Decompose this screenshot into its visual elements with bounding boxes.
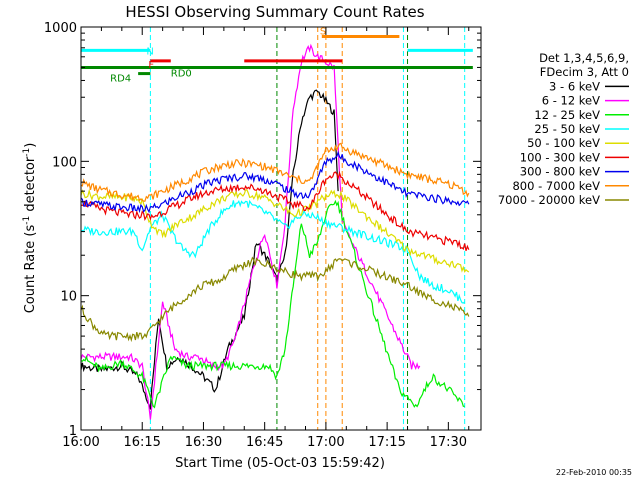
x-tick-label-2: 16:30 [185, 435, 222, 450]
y-axis-label: Count Rate (s-1 detector-1) [22, 143, 38, 314]
legend-label-6: 300 - 800 keV [520, 165, 600, 179]
chart-title: HESSI Observing Summary Count Rates [125, 3, 424, 21]
x-tick-label-1: 16:15 [123, 435, 160, 450]
series-line-3 [81, 199, 466, 304]
y-tick-label-0: 1 [69, 424, 77, 439]
y-label-sup-2: -1 [22, 148, 32, 157]
y-label-suffix: ) [23, 143, 38, 148]
series-line-6 [81, 150, 470, 214]
y-label-sup-1: -1 [22, 216, 32, 225]
legend-label-0: 3 - 6 keV [549, 79, 600, 93]
legend-header-0: Det 1,3,4,5,6,9, [539, 51, 629, 65]
x-tick-label-4: 17:00 [307, 435, 344, 450]
legend-header-1: FDecim 3, Att 0 [540, 65, 629, 79]
x-axis-label: Start Time (05-Oct-03 15:59:42) [175, 456, 385, 471]
legend-label-5: 100 - 300 keV [520, 150, 600, 164]
data-layer [81, 27, 473, 430]
series-line-2 [81, 199, 465, 409]
legend-label-8: 7000 - 20000 keV [498, 193, 600, 207]
plot-frame [80, 26, 482, 431]
x-tick-label-0: 16:00 [62, 435, 99, 450]
status-bar-label-6: S [320, 26, 326, 37]
footer-date: 22-Feb-2010 00:35 [556, 468, 632, 477]
series-line-4 [81, 188, 470, 273]
y-label-mid: detector [23, 156, 38, 216]
status-bar-label-0: N [146, 46, 153, 57]
legend-label-4: 50 - 100 keV [527, 136, 600, 150]
plot-area: NF RD0 RD4 S 16:00 16:15 16:30 16:45 17:00 17:15 1… [44, 21, 482, 450]
legend: Det 1,3,4,5,6,9,FDecim 3, Att 03 - 6 keV… [498, 51, 629, 207]
series-line-8 [81, 256, 470, 343]
series-line-5 [81, 170, 470, 251]
y-label-prefix: Count Rate (s [23, 225, 38, 314]
status-bar-label-2: F [148, 60, 154, 71]
status-bar-label-4: RD0 [171, 68, 192, 79]
legend-label-7: 800 - 7000 keV [512, 179, 600, 193]
legend-label-2: 12 - 25 keV [534, 108, 600, 122]
status-bar-label-5: RD4 [110, 74, 131, 85]
x-tick-label-3: 16:45 [246, 435, 283, 450]
series-line-7 [81, 142, 470, 202]
legend-label-3: 25 - 50 keV [534, 122, 600, 136]
x-tick-label-6: 17:30 [430, 435, 467, 450]
y-tick-label-3: 1000 [44, 21, 77, 36]
y-tick-label-2: 100 [52, 155, 77, 170]
legend-label-1: 6 - 12 keV [542, 94, 600, 108]
x-tick-label-5: 17:15 [368, 435, 405, 450]
y-tick-label-1: 10 [60, 290, 77, 305]
series-line-1 [81, 43, 421, 420]
